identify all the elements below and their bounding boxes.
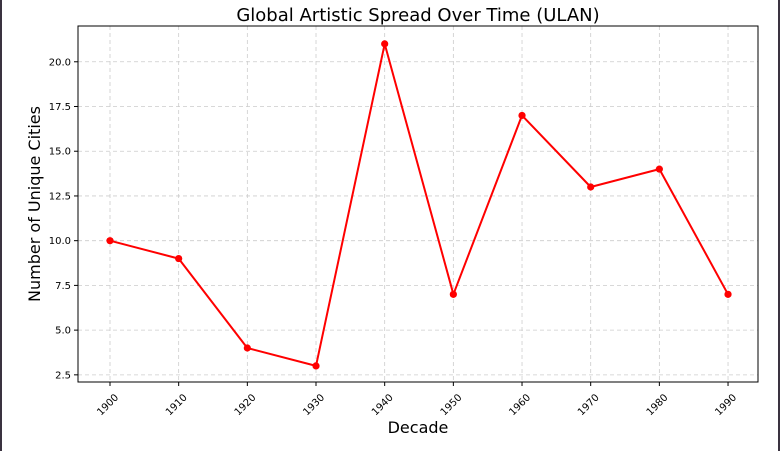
data-point-marker [381, 40, 389, 48]
chart-title: Global Artistic Spread Over Time (ULAN) [236, 5, 599, 26]
window-edge-left [0, 0, 2, 451]
data-point-marker [243, 344, 251, 352]
series-layer [106, 40, 732, 370]
data-point-marker [106, 237, 114, 245]
axis-layer: 2.5 5.0 7.5 10.0 12.5 15.0 17.5 20.0 1900 1910 192… [49, 57, 739, 418]
window-edge-right [778, 0, 780, 451]
plot-area-frame [77, 25, 759, 383]
x-tick-label: 1970 [576, 392, 602, 418]
y-tick-label: 17.5 [49, 102, 71, 113]
x-tick-label: 1960 [507, 392, 533, 418]
x-tick-label: 1910 [164, 392, 190, 418]
x-axis-label: Decade [388, 418, 449, 437]
y-tick-label: 15.0 [49, 147, 71, 158]
x-tick-label: 1950 [439, 392, 465, 418]
data-point-marker [312, 362, 320, 370]
data-point-marker [518, 111, 526, 120]
y-tick-label: 10.0 [49, 236, 71, 247]
x-tick-label: 1980 [645, 392, 671, 418]
x-tick-label: 1990 [713, 392, 739, 418]
series-line [109, 42, 729, 367]
y-tick-label: 12.5 [49, 191, 71, 202]
y-tick-label: 20.0 [49, 57, 71, 68]
grid-layer [78, 26, 758, 382]
y-tick-label: 7.5 [55, 281, 71, 292]
y-tick-label: 2.5 [55, 370, 71, 381]
x-tick-label: 1940 [370, 392, 396, 418]
x-tick-label: 1920 [233, 392, 259, 418]
y-axis-label: Number of Unique Cities [25, 106, 44, 302]
data-point-marker [587, 183, 595, 191]
data-point-marker [175, 254, 183, 263]
data-point-marker [449, 290, 457, 298]
y-tick-label: 5.0 [55, 326, 71, 337]
data-point-marker [655, 165, 663, 173]
data-point-marker [724, 290, 732, 298]
x-tick-label: 1900 [95, 392, 121, 418]
x-tick-label: 1930 [301, 392, 327, 418]
